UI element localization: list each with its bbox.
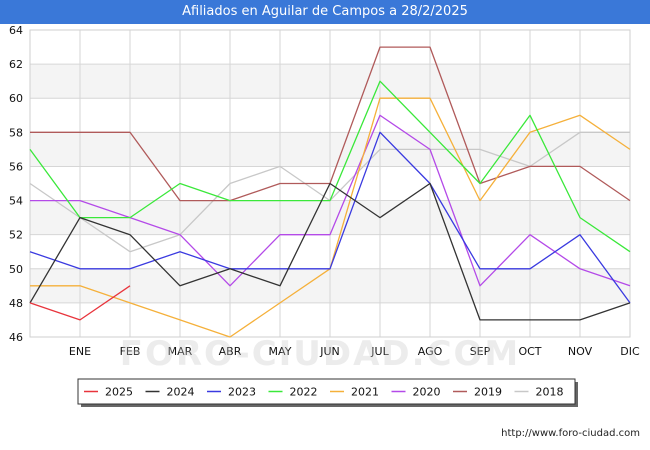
y-tick-label: 46 [9,331,23,344]
y-axis-ticks: 46 48 50 52 54 56 58 60 62 64 [9,24,23,344]
series-line-2025 [29,285,131,321]
x-tick-label: ENE [69,345,91,358]
x-tick-label: NOV [568,345,593,358]
y-tick-label: 64 [9,24,23,37]
y-tick-label: 60 [9,92,23,105]
y-tick-label: 50 [9,263,23,276]
y-tick-label: 58 [9,126,23,139]
legend-label-2024: 2024 [167,386,195,399]
watermark-text: FORO-CIUDAD.COM [119,334,521,374]
y-tick-label: 48 [9,297,23,310]
x-tick-label: MAR [168,345,193,358]
x-tick-label: JUL [370,345,389,358]
legend-box [77,378,576,405]
legend-label-2018: 2018 [536,386,564,399]
y-tick-label: 56 [9,160,23,173]
chart-title: Afiliados en Aguilar de Campos a 28/2/20… [0,0,650,24]
y-tick-label: 52 [9,229,23,242]
x-tick-label: AGO [418,345,443,358]
x-tick-label: OCT [518,345,541,358]
x-tick-label: ABR [219,345,242,358]
series-line-2023 [29,131,631,304]
x-tick-label: FEB [120,345,141,358]
legend-label-2022: 2022 [290,386,318,399]
y-tick-label: 54 [9,195,23,208]
legend-label-2021: 2021 [351,386,379,399]
x-tick-label: JUN [319,345,340,358]
legend: 2025 2024 2023 2022 2021 2020 2019 2018 [77,378,578,407]
footer-url: http://www.foro-ciudad.com [501,428,640,439]
x-tick-label: DIC [620,345,640,358]
x-axis-ticks: ENE FEB MAR ABR MAY JUN JUL AGO SEP OCT NOV DIC [69,345,640,358]
series-line-2022 [29,80,631,253]
series-lines [29,46,631,338]
series-line-2024 [29,182,631,321]
legend-label-2023: 2023 [228,386,256,399]
x-tick-label: MAY [269,345,292,358]
y-tick-label: 62 [9,58,23,71]
legend-label-2025: 2025 [105,386,133,399]
legend-label-2019: 2019 [474,386,502,399]
legend-label-2020: 2020 [413,386,441,399]
x-tick-label: SEP [470,345,491,358]
